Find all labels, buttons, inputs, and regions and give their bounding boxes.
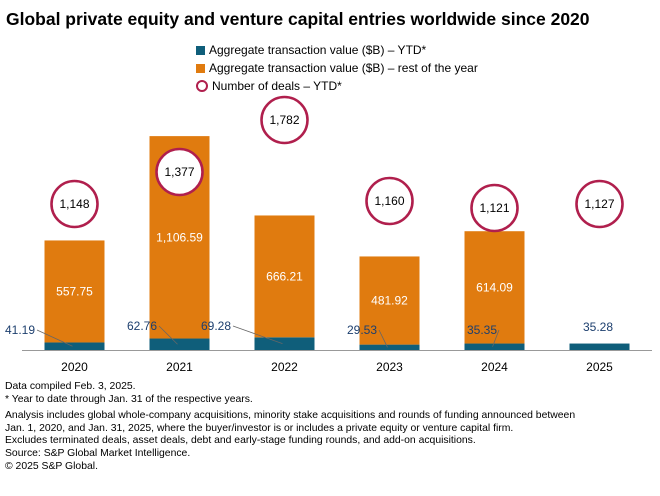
deals-label-2025: 1,127 [584, 197, 614, 211]
label-rest-2021: 1,106.59 [156, 230, 203, 244]
label-ytd-2025: 35.28 [583, 320, 613, 334]
chart-notes: Data compiled Feb. 3, 2025. * Year to da… [5, 381, 655, 473]
deals-circle-2024 [470, 183, 519, 233]
bar-rest-2020 [44, 240, 105, 343]
label-rest-2022: 666.21 [266, 269, 303, 283]
bar-rest-2024 [464, 231, 525, 344]
note-analysis-2: Jan. 1, 2020, and Jan. 31, 2025, where t… [5, 422, 514, 434]
deals-circle-2020 [50, 179, 99, 229]
legend-label-ytd: Aggregate transaction value ($B) – YTD* [209, 43, 427, 57]
legend-swatch-rest [196, 63, 205, 73]
bar-ytd-2024 [464, 343, 525, 350]
label-ytd-2021: 62.76 [127, 319, 157, 333]
leader-line-2020 [36, 329, 73, 347]
legend: Aggregate transaction value ($B) – YTD* … [196, 41, 478, 95]
note-analysis-1: Analysis includes global whole-company a… [5, 410, 576, 422]
note-compiled: Data compiled Feb. 3, 2025. [5, 381, 136, 392]
deals-label-2020: 1,148 [59, 197, 89, 211]
bar-ytd-2022 [254, 337, 315, 350]
deals-circle-2022 [260, 95, 309, 145]
x-tick-2025: 2025 [586, 360, 613, 374]
x-tick-2020: 2020 [61, 360, 88, 374]
legend-label-rest: Aggregate transaction value ($B) – rest … [209, 61, 478, 75]
label-ytd-2020: 41.19 [5, 323, 35, 337]
deals-label-2021: 1,377 [164, 165, 194, 179]
bar-ytd-2021 [149, 338, 210, 350]
deals-label-2022: 1,782 [269, 113, 299, 127]
bar-rest-2022 [254, 215, 315, 338]
note-excludes: Excludes terminated deals, asset deals, … [5, 435, 476, 447]
chart-plot: 557.75 41.19 1,148 2020 1,106.59 62.76 1,377 20… [5, 95, 652, 374]
note-ytd: * Year to date through Jan. 31 of the re… [5, 393, 253, 405]
leader-line-2021 [158, 325, 178, 345]
bar-rest-2023 [359, 256, 420, 345]
deals-circle-2025 [575, 179, 624, 229]
legend-swatch-deals [196, 80, 208, 92]
bar-ytd-2020 [44, 342, 105, 350]
deals-circle-2021 [155, 147, 204, 197]
bar-ytd-2025 [569, 343, 630, 350]
deals-label-2023: 1,160 [374, 194, 404, 208]
leader-line-2022 [232, 325, 283, 345]
x-tick-2022: 2022 [271, 360, 298, 374]
leader-line-2024 [492, 329, 500, 347]
legend-item-deals: Number of deals – YTD* [196, 77, 478, 95]
legend-label-deals: Number of deals – YTD* [212, 79, 342, 93]
bar-ytd-2023 [359, 344, 420, 350]
x-tick-2021: 2021 [166, 360, 193, 374]
deals-label-2024: 1,121 [479, 201, 509, 215]
legend-item-rest: Aggregate transaction value ($B) – rest … [196, 59, 478, 77]
label-ytd-2022: 69.28 [201, 319, 231, 333]
note-copyright: © 2025 S&P Global. [5, 460, 98, 472]
label-rest-2024: 614.09 [476, 280, 513, 294]
label-ytd-2024: 35.35 [467, 323, 497, 337]
label-rest-2020: 557.75 [56, 284, 93, 298]
x-tick-2023: 2023 [376, 360, 403, 374]
note-source: Source: S&P Global Market Intelligence. [5, 447, 191, 459]
legend-swatch-ytd [196, 45, 205, 55]
x-tick-2024: 2024 [481, 360, 508, 374]
deals-circle-2023 [365, 176, 414, 226]
chart-title: Global private equity and venture capita… [6, 9, 590, 29]
legend-item-ytd: Aggregate transaction value ($B) – YTD* [196, 41, 478, 59]
label-ytd-2023: 29.53 [347, 323, 377, 337]
leader-line-2023 [378, 329, 388, 348]
label-rest-2023: 481.92 [371, 294, 408, 308]
